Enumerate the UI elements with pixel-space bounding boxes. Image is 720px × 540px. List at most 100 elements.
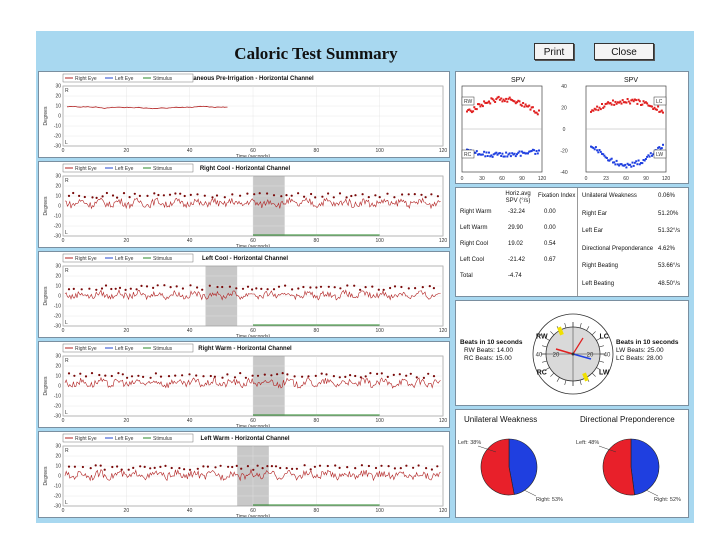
dial-tick [596,367,601,371]
spv-dot [202,465,205,468]
spv-dot [285,467,288,470]
spv-dot [72,191,75,195]
row-fixation: 0.00 [544,209,556,215]
spv-point-lc [627,100,630,103]
spv-dot [81,465,84,469]
spv-point-rw [466,110,468,113]
y-axis-label: Degrees [43,286,49,305]
spv-dot [122,192,126,195]
spv-dot [153,192,156,195]
spv-point-lc [635,99,638,102]
spv-dot [332,375,335,378]
y-tick-label: -20 [54,404,61,410]
spv-point-lc [647,104,650,107]
spv-dot [241,287,245,290]
stat-label: Left Ear [582,228,604,234]
spv-point-lc [655,108,658,111]
x-tick-label: 80 [314,328,320,334]
stat-value: 48.50°/s [658,280,681,287]
spv-point-lc [599,108,602,111]
spv-point-rw [531,106,534,109]
spv-point-rw [472,110,475,113]
spv-point-rw [497,95,500,98]
spv-point-rw [469,109,472,112]
spv-point-lc [619,100,622,103]
spv-dot [118,286,122,289]
spv-dot [360,464,363,467]
l-marker: L [65,320,68,326]
print-button[interactable]: Print [534,43,574,60]
spv-point-rw [518,100,521,103]
row-label: Left Cool [460,257,485,263]
spv-dot [216,285,219,289]
y-tick-label: -30 [54,504,61,510]
spv-dot [251,288,254,291]
spv-dot [272,194,276,197]
y-tick-label: 0 [58,294,61,300]
spv-point-lc [652,108,655,110]
r-marker: R [65,88,69,94]
spv-dot [221,376,224,379]
spv-dot [346,284,349,287]
spv-dot [213,375,216,378]
spv-dot [164,464,167,467]
stat-label: Unilateral Weakness [582,193,637,199]
spv-point-lc [616,101,619,104]
spv-dot [73,465,76,468]
spv-point-lw [603,154,606,157]
spv-dot [432,287,435,290]
spv-point-lc [592,109,595,112]
spv-point-rc [486,155,489,157]
spv-dot [413,193,416,196]
spv-dot [315,286,318,289]
spv-point-lw [609,158,612,161]
spv-dot [297,287,300,290]
spv-dot [310,192,313,196]
trace-panel-left-cool: Left Cool - Horizontal Channel Right Eye L… [38,251,450,338]
spv-dot [412,466,415,469]
spv-left-x-tick: 60 [499,176,505,182]
y-tick-label: -20 [54,494,61,500]
spv-dot [149,376,152,379]
legend-box [62,73,194,83]
spv-dot [231,193,234,196]
spv-dot [251,374,254,377]
spv-dot [415,376,418,379]
spv-point-lw [612,161,614,164]
spv-point-rc [488,151,490,154]
stat-value: 51.20% [658,210,679,217]
spv-dot [94,464,97,467]
spv-dot [178,467,181,470]
spv-dot [277,285,281,288]
spv-point-lw [651,154,653,157]
spv-dot [181,374,184,377]
row-label: Left Warm [460,225,488,231]
y-tick-label: 20 [55,274,61,280]
legend-right-eye: Right Eye [75,166,97,172]
spv-point-rw [491,98,494,101]
spv-point-lw [626,162,629,165]
dial-number: 40 [536,353,543,359]
spv-point-lw [621,164,624,167]
spv-dot [291,288,294,291]
spv-dot [291,467,294,470]
spv-dot [233,376,237,379]
spv-point-rw [514,102,517,105]
spv-tag-rw: RW [461,96,475,106]
spv-point-rw [511,99,514,102]
spv-dot [79,372,82,375]
y-tick-label: 20 [55,454,61,460]
needle-left [572,353,592,360]
dial-tick [596,337,601,341]
pie-slice-right [480,438,515,496]
trace-title: Right Warm - Horizontal Channel [198,346,292,352]
spv-point-lc [596,105,599,108]
trace-title: Spontaneous Pre-Irrigation - Horizontal … [176,76,314,82]
legend-stimulus: Stimulus [153,166,173,172]
spv-point-lc [614,100,617,103]
spv-point-rw [484,101,487,104]
spv-dot [398,373,401,376]
spv-dot [253,193,256,196]
spv-point-rw [524,103,527,106]
close-button[interactable]: Close [594,43,654,60]
